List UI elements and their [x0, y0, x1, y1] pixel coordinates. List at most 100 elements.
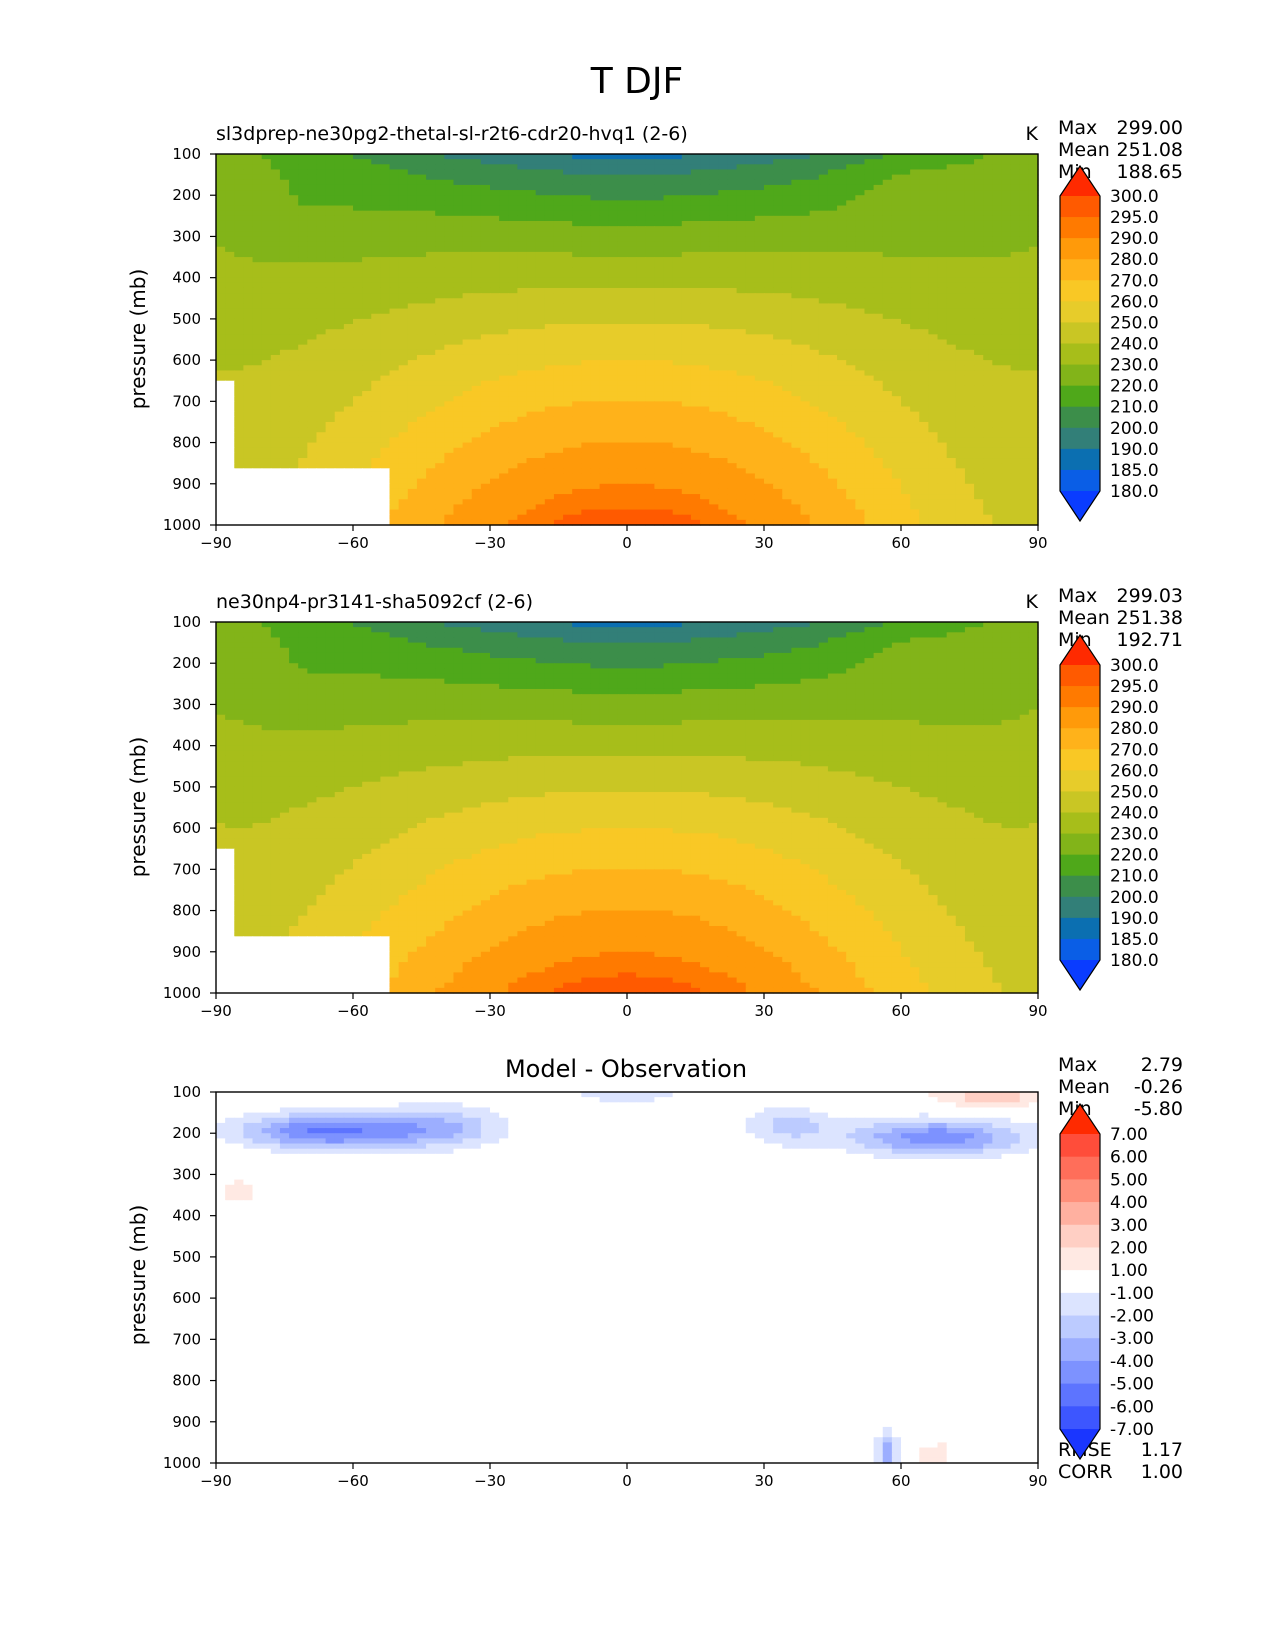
contour-cell [974, 272, 984, 279]
contour-cell [398, 200, 409, 207]
contour-cell [389, 174, 400, 181]
contour-cell [544, 262, 555, 268]
contour-cell [270, 401, 281, 408]
contour-cell [343, 427, 354, 433]
contour-cell [544, 349, 555, 356]
contour-cell [736, 179, 747, 186]
contour-cell [279, 169, 290, 176]
contour-cell [627, 308, 637, 315]
contour-cell [919, 406, 929, 413]
contour-cell [709, 277, 719, 284]
contour-cell [499, 396, 509, 402]
contour-cell [508, 370, 518, 377]
contour-cell [362, 159, 372, 165]
contour-cell [837, 210, 847, 217]
contour-cell [837, 287, 847, 294]
contour-cell [992, 380, 1003, 387]
contour-cell [298, 231, 308, 238]
contour-cell [727, 396, 738, 402]
contour-cell [974, 277, 984, 284]
contour-cell [974, 282, 984, 289]
contour-cell [672, 354, 683, 361]
contour-cell [636, 339, 646, 346]
contour-cell [681, 365, 692, 372]
contour-cell [572, 339, 582, 346]
contour-cell [928, 154, 939, 160]
contour-cell [480, 205, 491, 212]
contour-cell [709, 205, 719, 212]
contour-cell [325, 380, 336, 387]
contour-cell [453, 411, 464, 418]
contour-cell [270, 406, 281, 413]
contour-cell [581, 318, 592, 325]
contour-cell [901, 349, 911, 356]
contour-cell [590, 432, 601, 438]
contour-cell [526, 287, 537, 294]
contour-cell [837, 200, 847, 207]
contour-cell [764, 210, 774, 217]
contour-cell [353, 215, 363, 222]
contour-cell [1028, 195, 1039, 201]
contour-cell [362, 190, 372, 196]
contour-cell [627, 241, 637, 248]
contour-cell [809, 200, 820, 207]
contour-cell [627, 385, 637, 392]
contour-cell [672, 380, 683, 387]
contour-cell [773, 329, 783, 335]
contour-cell [992, 308, 1003, 315]
contour-cell [334, 308, 345, 315]
contour-cell [435, 154, 445, 160]
contour-cell [901, 313, 911, 320]
contour-cell [818, 401, 829, 408]
contour-cell [426, 370, 436, 377]
contour-cell [681, 303, 692, 310]
contour-cell [855, 154, 866, 160]
contour-cell [444, 380, 455, 387]
contour-cell [316, 246, 327, 253]
contour-cell [1019, 308, 1030, 315]
contour-cell [243, 437, 254, 444]
contour-cell [809, 215, 820, 222]
contour-cell [279, 272, 290, 279]
contour-cell [453, 365, 464, 372]
contour-cell [444, 174, 455, 181]
contour-cell [827, 236, 838, 243]
contour-cell [261, 380, 272, 387]
contour-cell [654, 385, 665, 392]
contour-cell [234, 329, 244, 335]
contour-cell [261, 401, 272, 408]
contour-cell [1028, 324, 1039, 330]
contour-cell [827, 324, 838, 330]
contour-cell [718, 406, 729, 413]
contour-cell [508, 437, 518, 444]
contour-cell [371, 324, 381, 330]
contour-cell [471, 251, 482, 258]
contour-cell [709, 257, 719, 263]
contour-cell [471, 267, 482, 274]
contour-cell [882, 401, 893, 408]
contour-cell [964, 184, 975, 191]
contour-cell [992, 391, 1003, 397]
contour-cell [754, 179, 765, 186]
contour-cell [690, 370, 701, 377]
contour-cell [371, 339, 381, 346]
contour-cell [754, 220, 765, 227]
contour-cell [919, 334, 929, 341]
contour-cell [764, 251, 774, 258]
contour-cell [773, 164, 783, 171]
contour-cell [298, 241, 308, 248]
contour-cell [827, 154, 838, 160]
contour-cell [773, 231, 783, 238]
contour-cell [700, 226, 710, 232]
contour-cell [1001, 396, 1012, 402]
contour-cell [791, 318, 802, 325]
contour-cell [700, 411, 710, 418]
contour-cell [891, 277, 902, 284]
contour-cell [499, 195, 509, 201]
contour-cell [608, 159, 619, 165]
contour-cell [343, 308, 354, 315]
contour-cell [407, 257, 418, 263]
contour-cell [444, 375, 455, 382]
contour-cell [910, 324, 920, 330]
contour-cell [480, 215, 491, 222]
